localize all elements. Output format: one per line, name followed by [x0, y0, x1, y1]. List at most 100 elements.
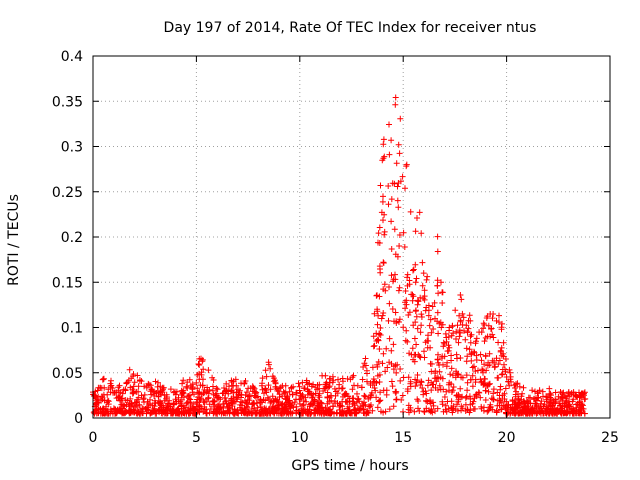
data-point: [462, 336, 469, 343]
data-point: [105, 386, 112, 393]
data-point: [435, 330, 442, 337]
data-point: [527, 400, 534, 407]
data-point: [448, 404, 455, 411]
data-point: [133, 410, 140, 417]
data-point: [477, 351, 484, 358]
data-point: [163, 391, 170, 398]
data-point: [463, 345, 470, 352]
data-point: [493, 317, 500, 324]
data-point: [435, 351, 441, 358]
data-point: [165, 405, 172, 412]
data-point: [125, 407, 132, 414]
data-point: [262, 367, 269, 374]
data-point: [498, 344, 505, 351]
data-point: [113, 409, 120, 416]
data-point: [199, 382, 206, 389]
data-point: [244, 404, 251, 411]
data-point: [195, 361, 202, 367]
data-point: [534, 394, 541, 401]
data-point: [160, 406, 167, 413]
data-point: [163, 395, 169, 402]
data-point: [418, 314, 425, 320]
data-point: [136, 401, 142, 408]
data-point: [428, 406, 435, 413]
data-point: [414, 215, 420, 221]
data-point: [420, 270, 427, 277]
data-point: [493, 409, 500, 416]
data-point: [424, 273, 431, 280]
data-point: [102, 409, 109, 416]
data-point: [233, 389, 240, 396]
data-point: [436, 382, 443, 389]
data-point: [395, 287, 402, 294]
data-point: [196, 362, 203, 368]
data-point: [209, 387, 216, 394]
data-point: [310, 391, 317, 398]
data-point: [180, 394, 187, 401]
data-point: [445, 347, 452, 354]
data-point: [386, 121, 392, 128]
data-point: [190, 405, 197, 412]
data-point: [427, 360, 434, 367]
data-point: [409, 345, 416, 352]
data-point: [407, 208, 414, 215]
data-point: [324, 389, 331, 396]
data-point: [424, 382, 431, 389]
x-tick-label: 0: [89, 430, 98, 446]
data-point: [213, 385, 220, 392]
data-point: [399, 392, 406, 399]
data-point: [384, 364, 391, 371]
data-point: [134, 372, 141, 379]
data-point: [133, 388, 140, 395]
data-point: [412, 279, 419, 286]
x-tick-label: 5: [192, 430, 201, 446]
data-point: [511, 382, 518, 389]
data-point: [480, 325, 487, 332]
data-point: [423, 276, 430, 283]
data-point: [184, 385, 191, 391]
data-point: [471, 395, 478, 402]
data-point: [413, 275, 420, 282]
data-point: [234, 396, 241, 403]
x-tick-label: 10: [291, 430, 309, 446]
data-point: [424, 344, 431, 351]
data-point: [120, 410, 127, 417]
data-point: [385, 317, 392, 324]
data-point: [393, 369, 400, 376]
data-point: [203, 389, 210, 396]
data-point: [249, 383, 256, 390]
plot-frame: [92, 55, 611, 419]
data-point: [392, 101, 399, 108]
data-point: [154, 383, 161, 390]
data-point: [453, 351, 460, 358]
data-point: [469, 383, 476, 390]
data-point: [259, 386, 266, 393]
data-point: [334, 409, 341, 416]
data-point: [339, 408, 346, 415]
data-point: [127, 384, 134, 391]
data-point: [156, 409, 163, 416]
data-point: [396, 243, 403, 249]
data-point: [101, 384, 108, 391]
data-point: [462, 395, 469, 401]
data-point: [260, 396, 267, 403]
data-point: [393, 396, 400, 403]
data-point: [482, 352, 489, 359]
data-point: [392, 251, 399, 258]
data-point: [194, 385, 201, 392]
data-point: [209, 374, 216, 381]
data-point: [234, 407, 241, 414]
data-point: [396, 232, 403, 238]
data-point: [123, 380, 130, 387]
data-point: [147, 402, 154, 409]
data-point: [471, 348, 477, 355]
data-point: [506, 382, 513, 389]
data-point: [203, 410, 210, 417]
data-point: [413, 313, 420, 320]
data-point: [197, 397, 204, 403]
data-point: [400, 374, 407, 381]
data-point: [263, 410, 270, 417]
data-point: [464, 353, 471, 360]
y-tick-label: 0.35: [52, 94, 83, 110]
data-point: [393, 396, 400, 403]
